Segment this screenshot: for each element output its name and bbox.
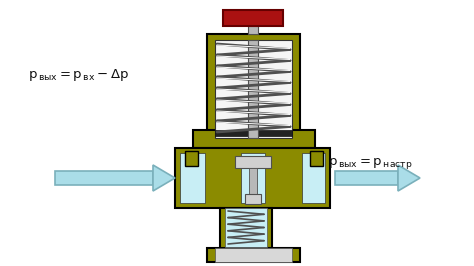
Polygon shape (398, 165, 420, 191)
FancyBboxPatch shape (185, 151, 198, 166)
FancyBboxPatch shape (207, 248, 300, 262)
FancyBboxPatch shape (175, 148, 330, 208)
FancyBboxPatch shape (246, 194, 262, 204)
FancyBboxPatch shape (225, 208, 267, 247)
FancyBboxPatch shape (310, 151, 323, 166)
FancyBboxPatch shape (241, 153, 265, 203)
FancyBboxPatch shape (207, 34, 300, 140)
Text: $\mathregular{p_{\,вых}=p_{\,вх}-\Delta p}$: $\mathregular{p_{\,вых}=p_{\,вх}-\Delta … (28, 67, 129, 83)
Polygon shape (153, 165, 175, 191)
Polygon shape (335, 171, 398, 185)
FancyBboxPatch shape (224, 10, 283, 26)
FancyBboxPatch shape (215, 130, 292, 136)
FancyBboxPatch shape (302, 153, 325, 203)
FancyBboxPatch shape (248, 26, 258, 34)
FancyBboxPatch shape (180, 153, 205, 203)
FancyBboxPatch shape (215, 248, 292, 262)
Polygon shape (55, 171, 153, 185)
FancyBboxPatch shape (220, 208, 272, 252)
FancyBboxPatch shape (193, 130, 315, 148)
Text: $\mathregular{p_{\,вых}=p_{\,настр}}$: $\mathregular{p_{\,вых}=p_{\,настр}}$ (328, 156, 412, 171)
FancyBboxPatch shape (249, 168, 257, 200)
FancyBboxPatch shape (215, 40, 292, 138)
FancyBboxPatch shape (236, 156, 272, 168)
FancyBboxPatch shape (248, 40, 258, 138)
